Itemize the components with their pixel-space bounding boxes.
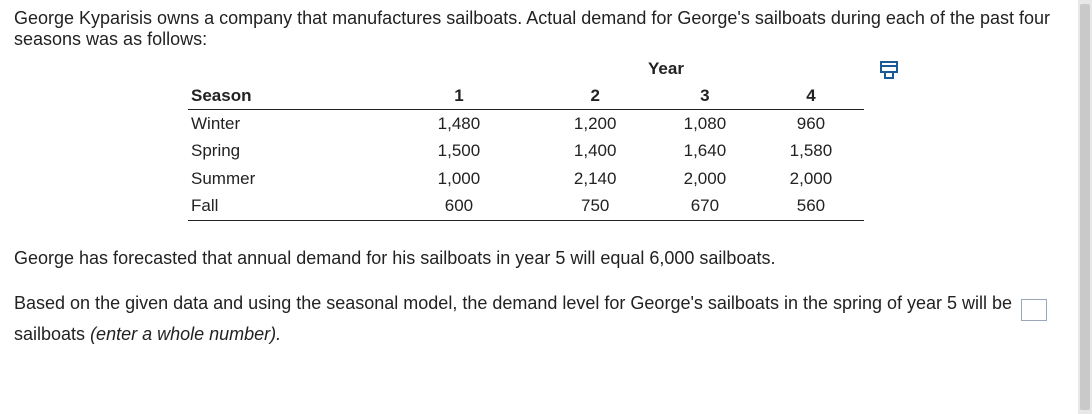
demand-cell: 1,200	[573, 113, 617, 133]
season-cell: Winter	[191, 113, 241, 133]
demand-cell: 670	[651, 192, 758, 221]
forecast-statement: George has forecasted that annual demand…	[14, 248, 776, 268]
table-row: Fall 600 750 670 560	[188, 192, 864, 221]
demand-cell: 750	[538, 192, 652, 221]
problem-intro: George Kyparisis owns a company that man…	[14, 8, 1051, 49]
demand-cell: 1,500	[437, 141, 481, 161]
season-header: Season	[188, 83, 380, 110]
season-cell: Summer	[191, 168, 256, 188]
year-header: Year	[648, 59, 684, 78]
season-cell: Fall	[188, 192, 380, 221]
table-row: Summer 1,000 2,140 2,000 2,000	[188, 165, 864, 193]
demand-cell: 1,080	[683, 113, 727, 133]
demand-cell: 1,580	[789, 141, 833, 161]
year-column-header: 2	[538, 83, 652, 110]
demand-cell: 2,140	[573, 168, 617, 188]
table-row: Winter 1,480 1,200 1,080 960	[188, 110, 864, 138]
table-row: Spring 1,500 1,400 1,640 1,580	[188, 138, 864, 166]
demand-cell: 960	[796, 113, 826, 133]
demand-cell: 1,400	[573, 141, 617, 161]
hint-text: (enter a whole number).	[90, 324, 282, 344]
demand-table: Season 1 2 3 4 Winter 1,480 1,200 1,080 …	[188, 83, 864, 221]
demand-cell: 2,000	[683, 168, 727, 188]
demand-cell: 1,480	[437, 113, 481, 133]
year-column-header: 1	[379, 83, 539, 110]
year-column-header: 3	[651, 83, 758, 110]
season-cell: Spring	[191, 141, 241, 161]
copy-icon[interactable]	[879, 60, 901, 80]
demand-cell: 1,640	[683, 141, 727, 161]
table-header-row: Season 1 2 3 4	[188, 83, 864, 110]
question-text: Based on the given data and using the se…	[14, 293, 1013, 313]
demand-cell: 560	[757, 192, 864, 221]
year-column-header: 4	[757, 83, 864, 110]
unit-label: sailboats	[14, 324, 86, 344]
demand-cell: 1,000	[437, 168, 481, 188]
question-statement: Based on the given data and using the se…	[14, 290, 1064, 348]
demand-cell: 600	[379, 192, 539, 221]
demand-cell: 2,000	[789, 168, 833, 188]
scrollbar-thumb[interactable]	[1080, 4, 1090, 410]
vertical-scrollbar[interactable]	[1078, 0, 1092, 414]
answer-input[interactable]	[1021, 299, 1048, 321]
